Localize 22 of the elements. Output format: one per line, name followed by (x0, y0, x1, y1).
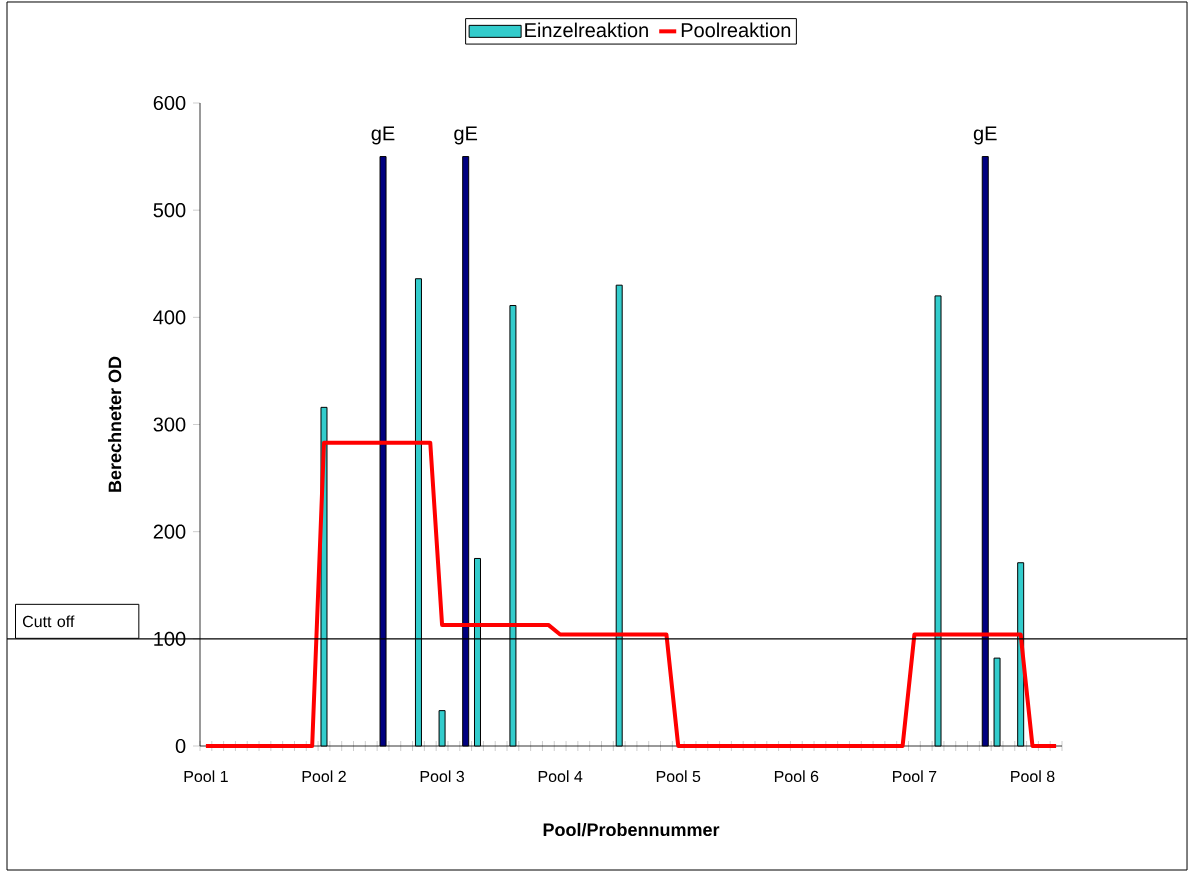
legend-label: Poolreaktion (681, 22, 791, 38)
y-tick-label: 500 (153, 203, 186, 218)
x-tick-label: Pool 6 (774, 770, 819, 783)
x-axis-title: Pool/Probennummer (543, 822, 720, 837)
ref-line-label: Cutt off (22, 615, 75, 628)
x-tick-label: Pool 7 (893, 770, 937, 783)
y-axis-title: Berechneter OD (108, 356, 122, 492)
x-tick-label: Pool 5 (656, 770, 701, 783)
y-tick-label: 600 (153, 95, 186, 111)
x-tick-label: Pool 3 (420, 770, 465, 783)
x-tick-label: Pool 4 (538, 770, 583, 783)
x-tick-label: Pool 1 (184, 770, 228, 783)
x-tick-label: Pool 8 (1011, 770, 1055, 783)
y-tick-label: 300 (153, 417, 186, 432)
x-tick-label: Pool 2 (302, 770, 346, 783)
y-tick-label: 0 (175, 738, 186, 754)
data-label: gE (454, 126, 478, 145)
data-label: gE (973, 126, 997, 145)
data-label: gE (371, 126, 395, 145)
y-tick-label: 200 (153, 524, 186, 539)
y-tick-label: 400 (153, 310, 186, 325)
legend-label: Einzelreaktion (525, 22, 648, 38)
